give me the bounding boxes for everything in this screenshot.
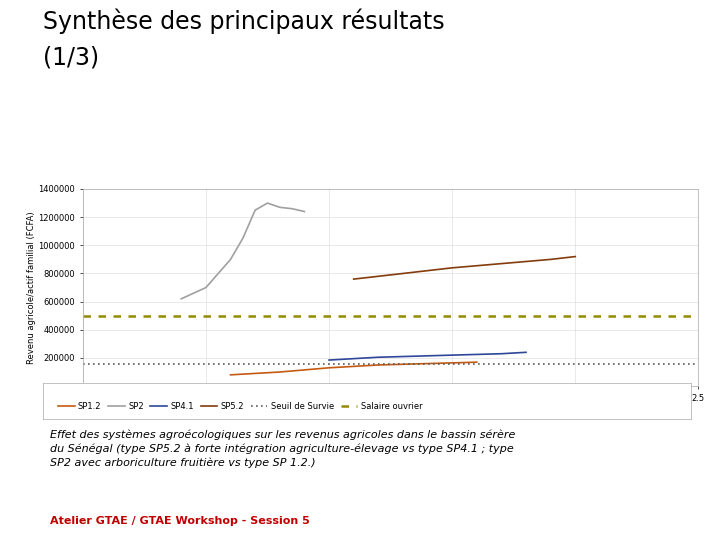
SP4.1	[399, 353, 408, 360]
SP5.2	[497, 260, 505, 267]
SP4.1	[423, 353, 432, 359]
SP2	[276, 204, 284, 211]
SP1.2	[374, 362, 382, 368]
SP4.1	[497, 350, 505, 357]
Text: Effet des systèmes agroécologiques sur les revenus agricoles dans le bassin sérè: Effet des systèmes agroécologiques sur l…	[50, 429, 516, 468]
Legend: SP1.2, SP2, SP4.1, SP5.2, Seuil de Survie, Salaire ouvrier: SP1.2, SP2, SP4.1, SP5.2, Seuil de Survi…	[55, 399, 426, 414]
X-axis label: Surface cultivée/actif familial (ha): Surface cultivée/actif familial (ha)	[319, 406, 462, 415]
SP1.2	[399, 361, 408, 368]
SP2	[264, 200, 272, 206]
SP5.2	[399, 270, 408, 276]
SP4.1	[522, 349, 531, 355]
SP5.2	[546, 256, 555, 262]
SP2	[300, 208, 309, 215]
SP4.1	[448, 352, 456, 359]
SP4.1	[374, 354, 382, 361]
Y-axis label: Revenu agricole/actif familial (FCFA): Revenu agricole/actif familial (FCFA)	[27, 211, 35, 364]
SP2	[226, 256, 235, 262]
SP2	[288, 206, 297, 212]
Text: Synthèse des principaux résultats: Synthèse des principaux résultats	[43, 8, 445, 33]
SP4.1	[349, 355, 358, 362]
Line: SP2: SP2	[181, 203, 305, 299]
SP1.2	[349, 363, 358, 369]
SP1.2	[226, 372, 235, 378]
SP1.2	[251, 370, 259, 377]
SP4.1	[472, 351, 481, 357]
Line: SP1.2: SP1.2	[230, 362, 477, 375]
SP1.2	[325, 364, 333, 371]
Line: SP4.1: SP4.1	[329, 352, 526, 360]
SP1.2	[472, 359, 481, 366]
SP2	[177, 295, 186, 302]
Text: Atelier GTAE / GTAE Workshop - Session 5: Atelier GTAE / GTAE Workshop - Session 5	[50, 516, 310, 526]
SP4.1	[325, 357, 333, 363]
SP2	[238, 235, 247, 241]
Line: SP5.2: SP5.2	[354, 256, 575, 279]
SP5.2	[349, 276, 358, 282]
Text: (1/3): (1/3)	[43, 46, 99, 70]
SP5.2	[448, 265, 456, 271]
SP1.2	[423, 360, 432, 367]
SP5.2	[571, 253, 580, 260]
SP1.2	[448, 360, 456, 366]
SP2	[251, 207, 259, 213]
SP1.2	[300, 367, 309, 373]
SP1.2	[276, 369, 284, 375]
SP2	[202, 284, 210, 291]
